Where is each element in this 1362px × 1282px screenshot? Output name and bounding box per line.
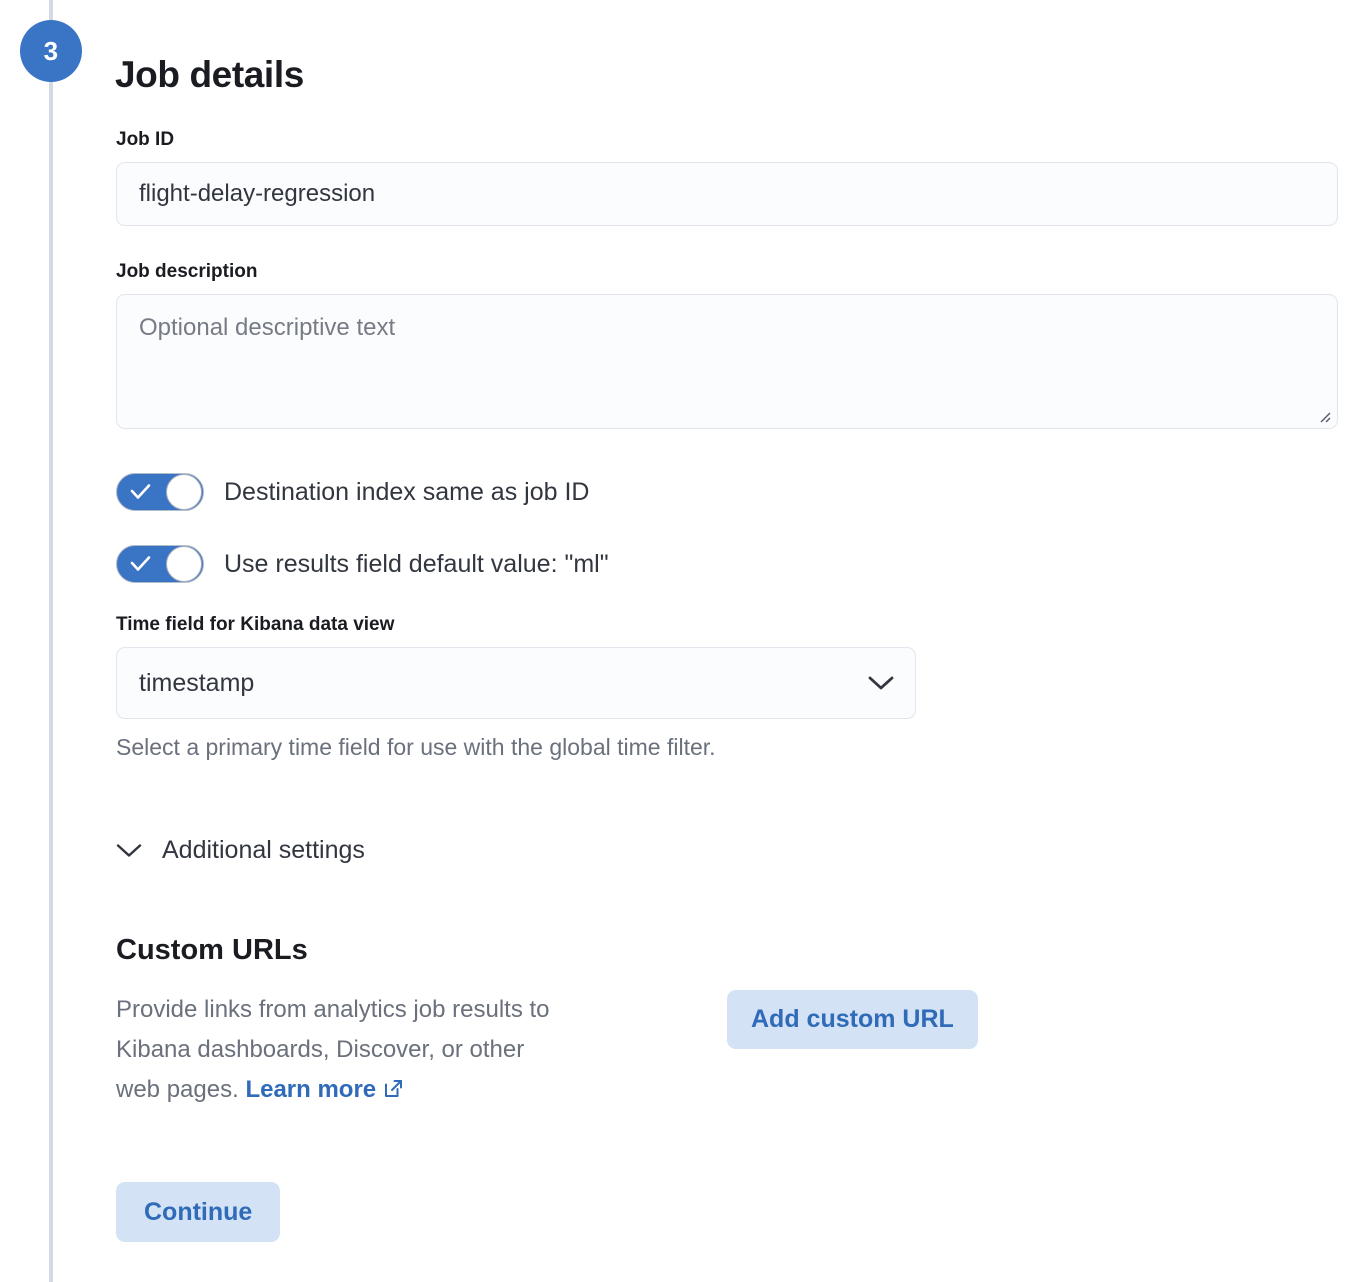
job-description-textarea[interactable] (116, 294, 1338, 429)
chevron-down-icon (116, 843, 142, 857)
time-field-help-text: Select a primary time field for use with… (116, 734, 716, 760)
job-id-label: Job ID (116, 129, 175, 150)
results-field-switch[interactable] (116, 545, 204, 583)
step-number-badge: 3 (20, 20, 82, 82)
job-id-input[interactable] (116, 162, 1338, 226)
switch-knob (166, 546, 202, 582)
switch-knob (166, 474, 202, 510)
custom-urls-title: Custom URLs (116, 934, 308, 966)
continue-button[interactable]: Continue (116, 1182, 281, 1242)
results-field-toggle-row: Use results field default value: "ml" (116, 541, 1338, 587)
job-id-field-group: Job ID (116, 128, 1338, 226)
check-icon (130, 484, 151, 499)
job-details-form: Job ID Job description Destination index… (116, 128, 1338, 1242)
custom-urls-description-line3: web pages. (116, 1076, 239, 1103)
job-description-label: Job description (116, 261, 258, 282)
learn-more-link[interactable]: Learn more (245, 1076, 377, 1103)
destination-index-toggle-row: Destination index same as job ID (116, 469, 1338, 515)
external-link-icon[interactable] (383, 1078, 404, 1099)
time-field-select[interactable]: timestamp (116, 647, 916, 719)
custom-urls-description-line1: Provide links from analytics job results… (116, 996, 550, 1023)
step-number-label: 3 (43, 35, 59, 66)
additional-settings-label: Additional settings (162, 836, 365, 864)
custom-urls-section: Custom URLs Provide links from analytics… (116, 932, 1338, 1110)
job-description-field-group: Job description (116, 260, 1338, 429)
step-progress-rail (49, 0, 53, 1282)
time-field-label: Time field for Kibana data view (116, 614, 395, 635)
additional-settings-accordion[interactable]: Additional settings (116, 830, 436, 870)
destination-index-toggle-label: Destination index same as job ID (224, 478, 590, 506)
time-field-group: Time field for Kibana data view timestam… (116, 613, 1338, 762)
results-field-toggle-label: Use results field default value: "ml" (224, 550, 609, 578)
page-title: Job details (115, 53, 304, 95)
custom-urls-description-line2: Kibana dashboards, Discover, or other (116, 1036, 525, 1063)
check-icon (130, 556, 151, 571)
custom-urls-description: Provide links from analytics job results… (116, 990, 681, 1110)
spacer (116, 429, 1338, 469)
destination-index-switch[interactable] (116, 473, 204, 511)
add-custom-url-button[interactable]: Add custom URL (727, 990, 978, 1049)
spacer (116, 226, 1338, 260)
time-field-selected-value: timestamp (139, 668, 255, 697)
